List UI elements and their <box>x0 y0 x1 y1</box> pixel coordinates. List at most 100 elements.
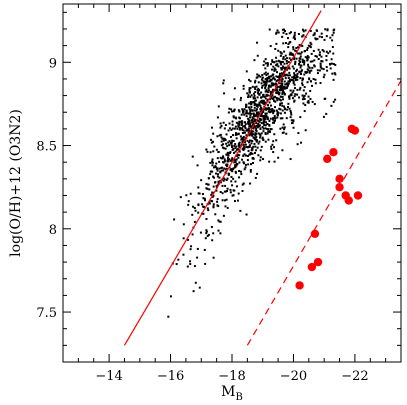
data-point <box>268 119 271 122</box>
data-point <box>293 76 296 79</box>
data-point <box>245 103 248 106</box>
data-point <box>296 75 299 78</box>
data-point <box>222 214 225 217</box>
data-point <box>275 139 278 142</box>
data-point <box>274 88 277 91</box>
data-point <box>280 52 283 55</box>
data-point <box>283 28 286 31</box>
data-point <box>255 138 258 141</box>
data-point <box>292 119 295 122</box>
data-point <box>222 179 225 182</box>
data-point <box>272 84 275 87</box>
data-point <box>234 125 237 128</box>
data-point <box>326 69 329 72</box>
data-point <box>201 203 204 206</box>
data-point <box>258 136 261 139</box>
data-point <box>324 28 327 31</box>
data-point <box>302 89 305 92</box>
data-point <box>218 167 221 170</box>
data-point <box>309 46 312 49</box>
data-point <box>244 166 247 169</box>
data-point <box>204 262 207 265</box>
data-point <box>235 145 238 148</box>
data-point <box>250 126 253 129</box>
data-point <box>243 162 246 165</box>
data-point <box>242 125 245 128</box>
data-point <box>185 194 188 197</box>
data-point <box>284 42 287 45</box>
data-point <box>320 32 323 35</box>
data-point <box>265 112 268 115</box>
data-point <box>232 177 235 180</box>
data-point <box>240 120 243 123</box>
data-point <box>217 182 220 185</box>
data-point <box>232 134 235 137</box>
data-point <box>327 52 330 55</box>
data-point <box>192 205 195 208</box>
data-point <box>234 166 237 169</box>
data-point <box>332 100 335 103</box>
data-point <box>239 135 242 138</box>
data-point <box>283 62 286 65</box>
data-point <box>216 204 219 207</box>
data-point <box>234 133 237 136</box>
data-point <box>264 107 267 110</box>
data-point <box>252 133 255 136</box>
data-point <box>225 198 228 201</box>
data-point <box>262 117 265 120</box>
data-point <box>264 58 267 61</box>
data-point <box>332 78 335 81</box>
data-point <box>224 205 227 208</box>
data-point <box>304 104 307 107</box>
data-point <box>213 145 216 148</box>
data-point <box>253 94 256 97</box>
highlight-point <box>323 154 332 164</box>
data-point <box>221 137 224 140</box>
data-point <box>191 213 194 216</box>
data-point <box>255 130 258 133</box>
data-point <box>321 60 324 63</box>
data-point <box>220 140 223 143</box>
data-point <box>208 201 211 204</box>
data-point <box>301 28 304 31</box>
data-point <box>249 153 252 156</box>
data-point <box>303 73 306 76</box>
data-point <box>249 170 252 173</box>
data-point <box>215 185 218 188</box>
data-point <box>224 147 227 150</box>
data-point <box>173 218 176 221</box>
data-point <box>276 76 279 79</box>
data-point <box>233 109 236 112</box>
data-point <box>256 73 259 76</box>
data-point <box>220 144 223 147</box>
data-point <box>278 86 281 89</box>
data-point <box>306 48 309 51</box>
data-point <box>255 111 258 114</box>
data-point <box>288 78 291 81</box>
data-point <box>313 65 316 68</box>
data-point <box>330 62 333 65</box>
data-point <box>269 45 272 48</box>
data-point <box>268 124 271 127</box>
data-point <box>240 127 243 130</box>
data-point <box>272 76 275 79</box>
data-point <box>273 99 276 102</box>
data-point <box>223 158 226 161</box>
data-point <box>285 57 288 60</box>
data-point <box>301 94 304 97</box>
data-point <box>332 31 335 34</box>
data-point <box>287 102 290 105</box>
data-point <box>260 122 263 125</box>
data-point <box>229 188 232 191</box>
data-point <box>325 66 328 69</box>
data-point <box>189 248 192 251</box>
data-point <box>307 63 310 66</box>
data-point <box>211 191 214 194</box>
data-point <box>196 164 199 167</box>
data-point <box>254 91 257 94</box>
data-point <box>272 112 275 115</box>
data-point <box>245 70 248 73</box>
data-point <box>234 171 237 174</box>
data-point <box>242 87 245 90</box>
data-point <box>253 97 256 100</box>
